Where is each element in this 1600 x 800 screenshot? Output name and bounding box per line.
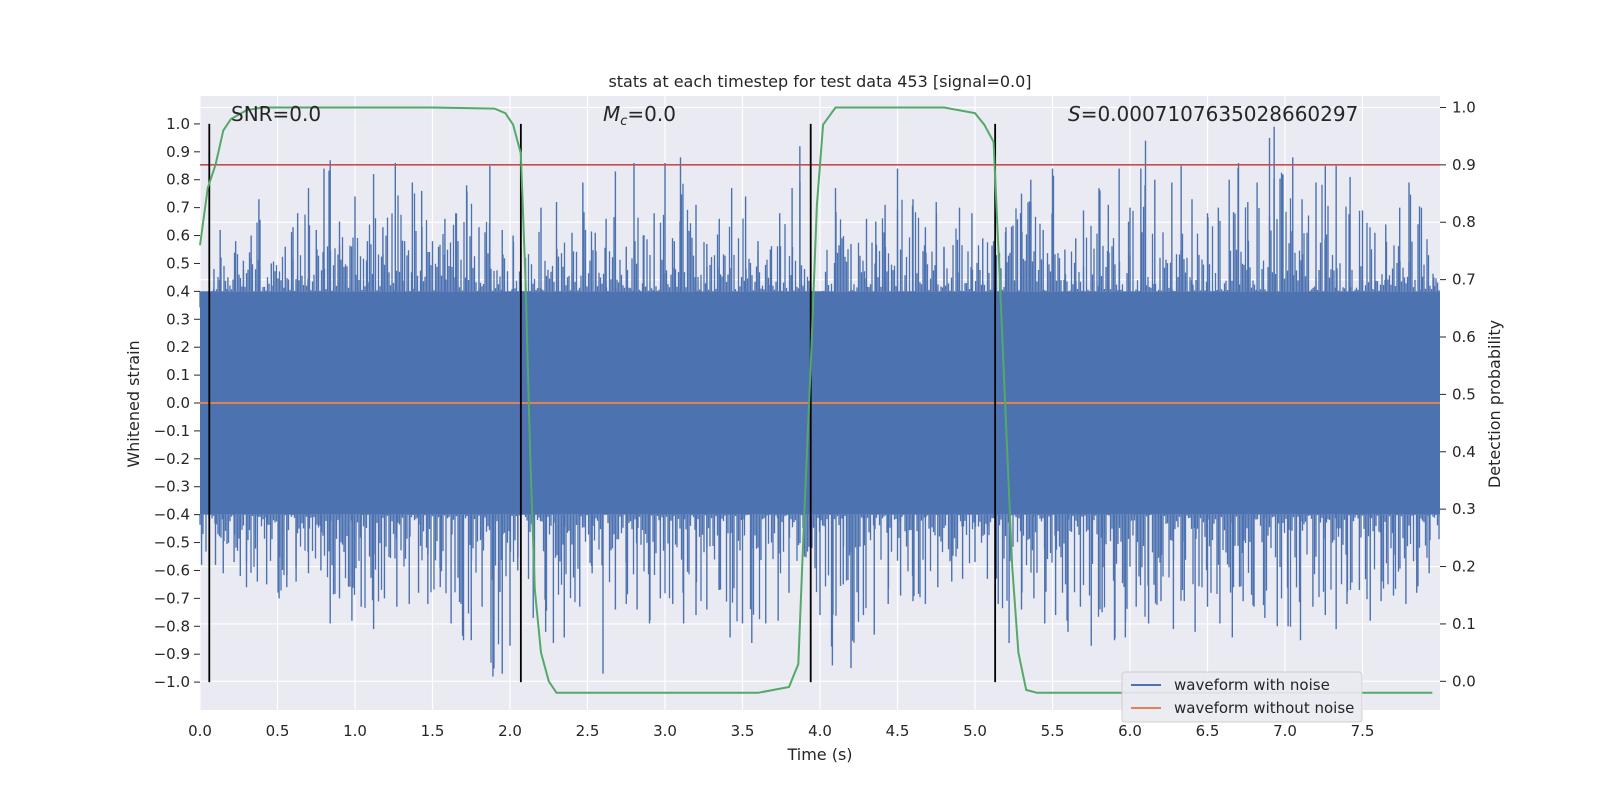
y-tick-label: −0.7: [154, 589, 190, 607]
y2-tick-label: 0.7: [1452, 271, 1476, 289]
x-tick-label: 4.0: [808, 722, 832, 740]
x-tick-label: 6.0: [1118, 722, 1142, 740]
x-tick-label: 0.5: [266, 722, 290, 740]
y2-tick-label: 0.2: [1452, 558, 1476, 576]
y2-tick-label: 1.0: [1452, 98, 1476, 116]
x-tick-label: 1.0: [343, 722, 367, 740]
legend: waveform with noise waveform without noi…: [1121, 671, 1363, 723]
annotations: SNR=0.0 Mc=0.0 S=0.0007107635028660297: [231, 102, 1358, 129]
y-tick-label: 0.7: [166, 199, 190, 217]
y-tick-label: −0.6: [154, 561, 190, 579]
y-tick-label: −0.5: [154, 534, 190, 552]
legend-label-clean: waveform without noise: [1174, 699, 1354, 717]
annotation-2: S=0.0007107635028660297: [1068, 102, 1358, 126]
y-tick-label: 0.5: [166, 254, 190, 272]
y-tick-label: −0.1: [154, 422, 190, 440]
y-tick-label: −0.4: [154, 506, 190, 524]
annotation-0: SNR=0.0: [231, 102, 321, 126]
x-axis: 0.0 0.5 1.0 1.5 2.0 2.5 3.0 3.5 4.0 4.5 5.0 5.5 6.0 6…: [188, 722, 1374, 740]
y-tick-label: 1.0: [166, 115, 190, 133]
x-tick-label: 5.0: [963, 722, 987, 740]
legend-label-noise: waveform with noise: [1174, 676, 1330, 694]
y-axis-right: 0.0 0.1 0.2 0.3 0.4 0.5 0.6 0.7 0.8 0.9 1.0: [1440, 98, 1476, 690]
legend-box: [1121, 671, 1363, 723]
y-axis-label: Whitened strain: [124, 340, 143, 467]
y-tick-label: 0.6: [166, 227, 190, 245]
x-tick-label: 2.5: [576, 722, 600, 740]
y-tick-label: 0.9: [166, 143, 190, 161]
y-axis-left: −1.0 −0.9 −0.8 −0.7 −0.6 −0.5 −0.4 −0.3 −0.2 −0.1…: [154, 115, 200, 691]
y2-axis-label: Detection probability: [1485, 320, 1504, 488]
x-tick-label: 0.0: [188, 722, 212, 740]
annotation-1: Mc=0.0: [603, 102, 676, 129]
x-tick-label: 7.5: [1351, 722, 1375, 740]
y-tick-label: −0.2: [154, 450, 190, 468]
y2-tick-label: 0.4: [1452, 443, 1476, 461]
y2-tick-label: 0.6: [1452, 328, 1476, 346]
chart-title: stats at each timestep for test data 453…: [608, 72, 1031, 91]
x-tick-label: 6.5: [1196, 722, 1220, 740]
y-tick-label: 0.1: [166, 366, 190, 384]
y-tick-label: −0.9: [154, 645, 190, 663]
y2-tick-label: 0.9: [1452, 156, 1476, 174]
y-tick-label: −0.3: [154, 478, 190, 496]
y-tick-label: 0.0: [166, 394, 190, 412]
y2-tick-label: 0.5: [1452, 385, 1476, 403]
y-tick-label: 0.8: [166, 171, 190, 189]
x-tick-label: 5.5: [1041, 722, 1065, 740]
y2-tick-label: 0.0: [1452, 672, 1476, 690]
y2-tick-label: 0.1: [1452, 615, 1476, 633]
x-tick-label: 1.5: [421, 722, 445, 740]
y2-tick-label: 0.3: [1452, 500, 1476, 518]
x-tick-label: 3.0: [653, 722, 677, 740]
x-tick-label: 2.0: [498, 722, 522, 740]
y-tick-label: −0.8: [154, 617, 190, 635]
y-tick-label: 0.3: [166, 310, 190, 328]
x-tick-label: 7.0: [1273, 722, 1297, 740]
x-tick-label: 3.5: [731, 722, 755, 740]
y2-tick-label: 0.8: [1452, 213, 1476, 231]
y-tick-label: −1.0: [154, 673, 190, 691]
detection-probability-line: [199, 106, 1433, 694]
x-tick-label: 4.5: [886, 722, 910, 740]
x-axis-label: Time (s): [786, 745, 852, 764]
y-tick-label: 0.4: [166, 282, 190, 300]
chart-lines: [199, 106, 1440, 694]
y-tick-label: 0.2: [166, 338, 190, 356]
